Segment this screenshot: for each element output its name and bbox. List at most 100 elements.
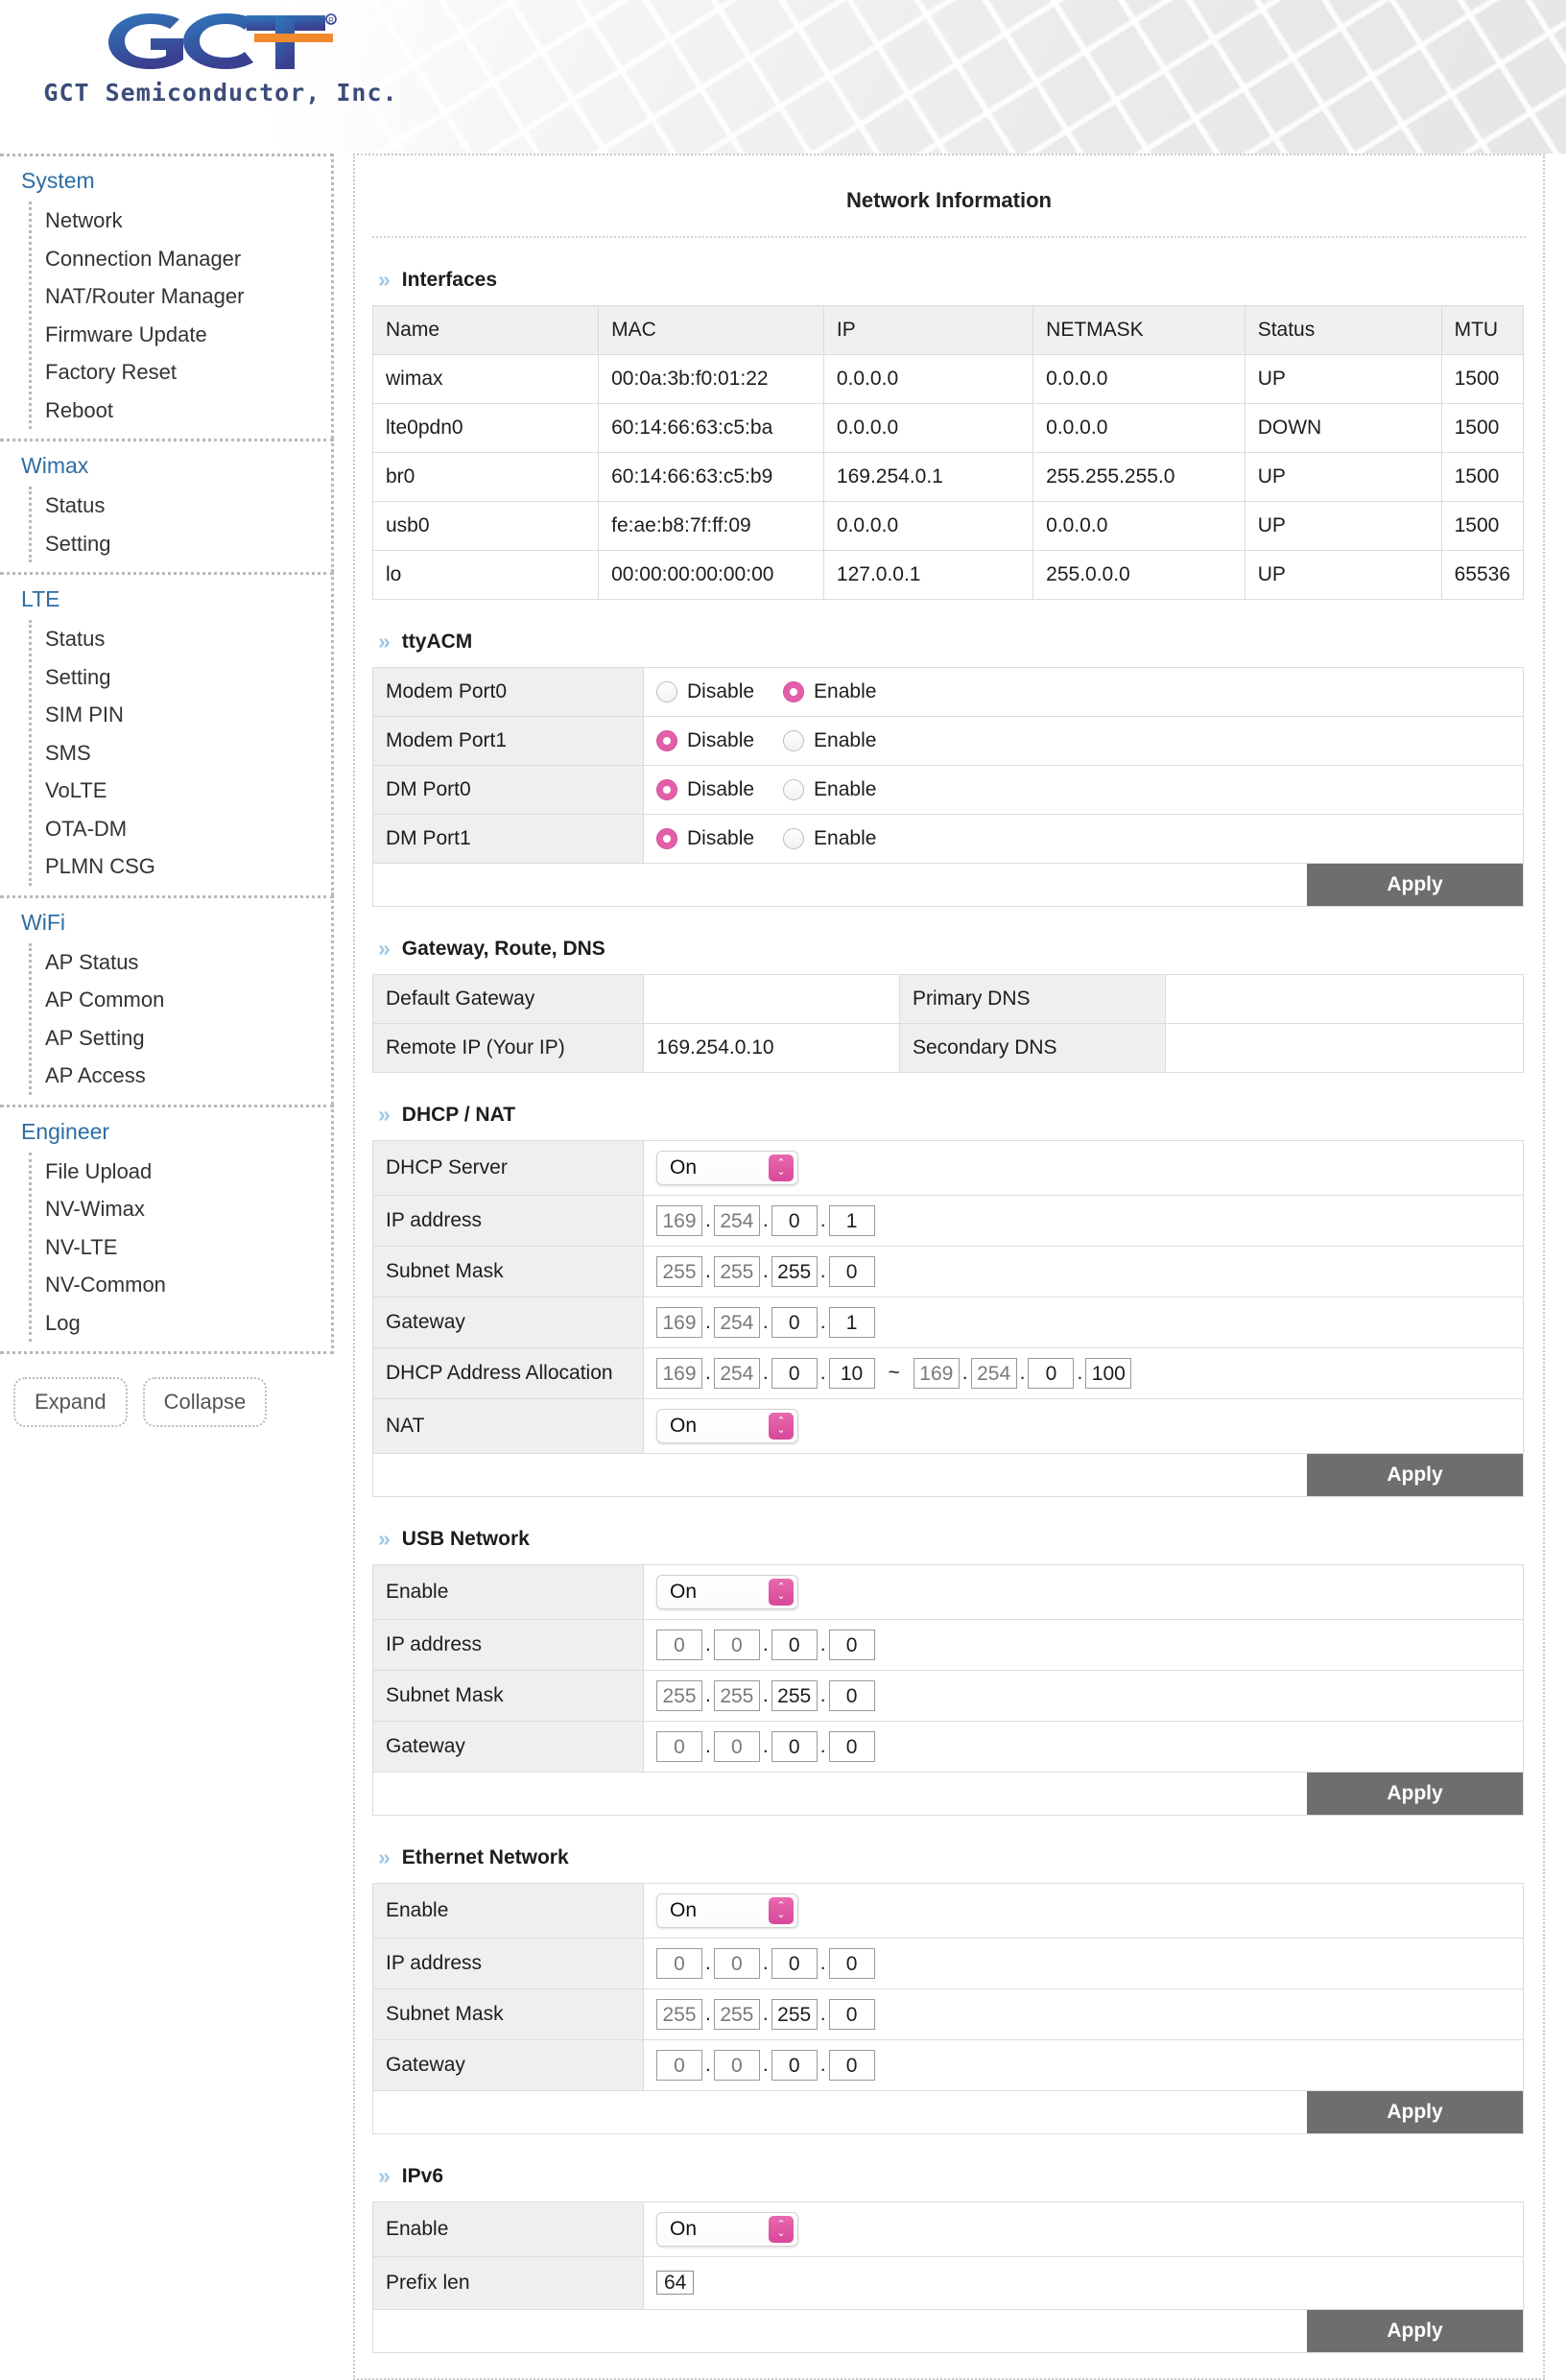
apply-button-ipv6[interactable]: Apply [1307,2310,1523,2352]
octet-input-1[interactable]: 255 [656,1680,702,1711]
nat-select[interactable]: On ⌃ ⌄ [656,1409,798,1443]
octet-input-4[interactable]: 0 [828,1731,875,1762]
apply-button-ttyacm[interactable]: Apply [1307,864,1523,906]
radio-modem-port1-disable[interactable]: Disable [656,729,754,752]
sidebar-item-wimax-status[interactable]: Status [45,493,106,517]
radio-dm-port1-disable[interactable]: Disable [656,827,754,850]
sidebar-item-lte-status[interactable]: Status [45,627,106,651]
alloc-end-octet-1[interactable]: 169 [913,1358,960,1389]
ipv6-enable-select[interactable]: On ⌃ ⌄ [656,2212,798,2247]
octet-input-1[interactable]: 0 [656,1630,702,1660]
alloc-end-octet-4[interactable]: 100 [1085,1358,1132,1389]
octet-input-1[interactable]: 255 [656,1999,702,2030]
radio-icon[interactable] [783,779,805,800]
sidebar-item-file-upload[interactable]: File Upload [45,1158,153,1183]
alloc-start-octet-3[interactable]: 0 [771,1358,818,1389]
octet-input-3[interactable]: 0 [771,1731,818,1762]
radio-icon[interactable] [656,779,677,800]
sidebar-item-nv-common[interactable]: NV-Common [45,1273,166,1297]
alloc-start-octet-1[interactable]: 169 [656,1358,702,1389]
alloc-end-octet-3[interactable]: 0 [1028,1358,1075,1389]
select-stepper-icon[interactable]: ⌃ ⌄ [769,1897,794,1924]
sidebar-item-nv-wimax[interactable]: NV-Wimax [45,1197,145,1221]
octet-input-2[interactable]: 255 [713,1256,760,1287]
octet-input-2[interactable]: 254 [713,1307,760,1338]
sidebar-item-reboot[interactable]: Reboot [45,397,113,422]
octet-input-4[interactable]: 0 [828,1256,875,1287]
sidebar-item-factory-reset[interactable]: Factory Reset [45,360,177,384]
alloc-start-octet-2[interactable]: 254 [713,1358,760,1389]
octet-input-1[interactable]: 0 [656,1731,702,1762]
radio-icon[interactable] [656,828,677,849]
alloc-end-octet-2[interactable]: 254 [970,1358,1017,1389]
octet-input-3[interactable]: 0 [771,1948,818,1979]
expand-button[interactable]: Expand [13,1377,128,1427]
usb-enable-select[interactable]: On ⌃ ⌄ [656,1575,798,1609]
select-stepper-icon[interactable]: ⌃ ⌄ [769,2216,794,2243]
nav-group-title-engineer[interactable]: Engineer [21,1118,110,1144]
apply-button-usb-network[interactable]: Apply [1307,1773,1523,1815]
octet-input-2[interactable]: 0 [713,1630,760,1660]
ethernet-enable-select[interactable]: On ⌃ ⌄ [656,1893,798,1928]
nav-group-title-wifi[interactable]: WiFi [21,909,65,935]
sidebar-item-sim-pin[interactable]: SIM PIN [45,702,124,726]
octet-input-4[interactable]: 0 [828,1630,875,1660]
radio-icon[interactable] [783,828,805,849]
apply-button-dhcp-nat[interactable]: Apply [1307,1454,1523,1496]
octet-input-1[interactable]: 0 [656,1948,702,1979]
octet-input-3[interactable]: 0 [771,1307,818,1338]
octet-input-2[interactable]: 0 [713,2050,760,2081]
sidebar-item-sms[interactable]: SMS [45,740,91,765]
alloc-start-octet-4[interactable]: 10 [828,1358,875,1389]
octet-input-2[interactable]: 255 [713,1999,760,2030]
radio-modem-port0-disable[interactable]: Disable [656,680,754,703]
select-stepper-icon[interactable]: ⌃ ⌄ [769,1154,794,1181]
sidebar-item-wimax-setting[interactable]: Setting [45,531,111,556]
octet-input-2[interactable]: 254 [713,1205,760,1236]
apply-button-ethernet-network[interactable]: Apply [1307,2091,1523,2133]
octet-input-3[interactable]: 255 [771,1999,818,2030]
sidebar-item-ap-access[interactable]: AP Access [45,1063,146,1087]
radio-icon[interactable] [783,730,805,751]
octet-input-1[interactable]: 0 [656,2050,702,2081]
sidebar-item-network[interactable]: Network [45,208,123,232]
octet-input-3[interactable]: 0 [771,1630,818,1660]
select-stepper-icon[interactable]: ⌃ ⌄ [769,1579,794,1606]
sidebar-item-log[interactable]: Log [45,1310,81,1335]
prefix-len-input[interactable]: 64 [656,2271,695,2295]
dhcp-server-select[interactable]: On ⌃ ⌄ [656,1151,798,1185]
radio-dm-port1-enable[interactable]: Enable [783,827,876,850]
nav-group-title-lte[interactable]: LTE [21,586,60,611]
sidebar-item-connection-manager[interactable]: Connection Manager [45,246,242,271]
sidebar-item-nat-router-manager[interactable]: NAT/Router Manager [45,284,245,308]
octet-input-4[interactable]: 1 [828,1205,875,1236]
octet-input-1[interactable]: 255 [656,1256,702,1287]
radio-icon[interactable] [656,730,677,751]
octet-input-4[interactable]: 0 [828,1948,875,1979]
octet-input-3[interactable]: 0 [771,2050,818,2081]
octet-input-4[interactable]: 0 [828,1999,875,2030]
radio-dm-port0-disable[interactable]: Disable [656,778,754,801]
sidebar-item-ap-common[interactable]: AP Common [45,988,165,1012]
octet-input-3[interactable]: 255 [771,1256,818,1287]
collapse-button[interactable]: Collapse [142,1377,268,1427]
sidebar-item-firmware-update[interactable]: Firmware Update [45,321,207,346]
sidebar-item-lte-setting[interactable]: Setting [45,664,111,689]
radio-icon[interactable] [783,681,805,702]
nav-group-title-wimax[interactable]: Wimax [21,453,89,478]
radio-modem-port1-enable[interactable]: Enable [783,729,876,752]
octet-input-3[interactable]: 255 [771,1680,818,1711]
sidebar-item-plmn-csg[interactable]: PLMN CSG [45,854,155,878]
radio-modem-port0-enable[interactable]: Enable [783,680,876,703]
nav-group-title-system[interactable]: System [21,168,95,193]
sidebar-item-nv-lte[interactable]: NV-LTE [45,1234,118,1259]
octet-input-2[interactable]: 0 [713,1731,760,1762]
radio-dm-port0-enable[interactable]: Enable [783,778,876,801]
radio-icon[interactable] [656,681,677,702]
octet-input-3[interactable]: 0 [771,1205,818,1236]
octet-input-4[interactable]: 0 [828,2050,875,2081]
octet-input-4[interactable]: 1 [828,1307,875,1338]
octet-input-1[interactable]: 169 [656,1205,702,1236]
sidebar-item-ota-dm[interactable]: OTA-DM [45,816,128,841]
select-stepper-icon[interactable]: ⌃ ⌄ [769,1413,794,1440]
